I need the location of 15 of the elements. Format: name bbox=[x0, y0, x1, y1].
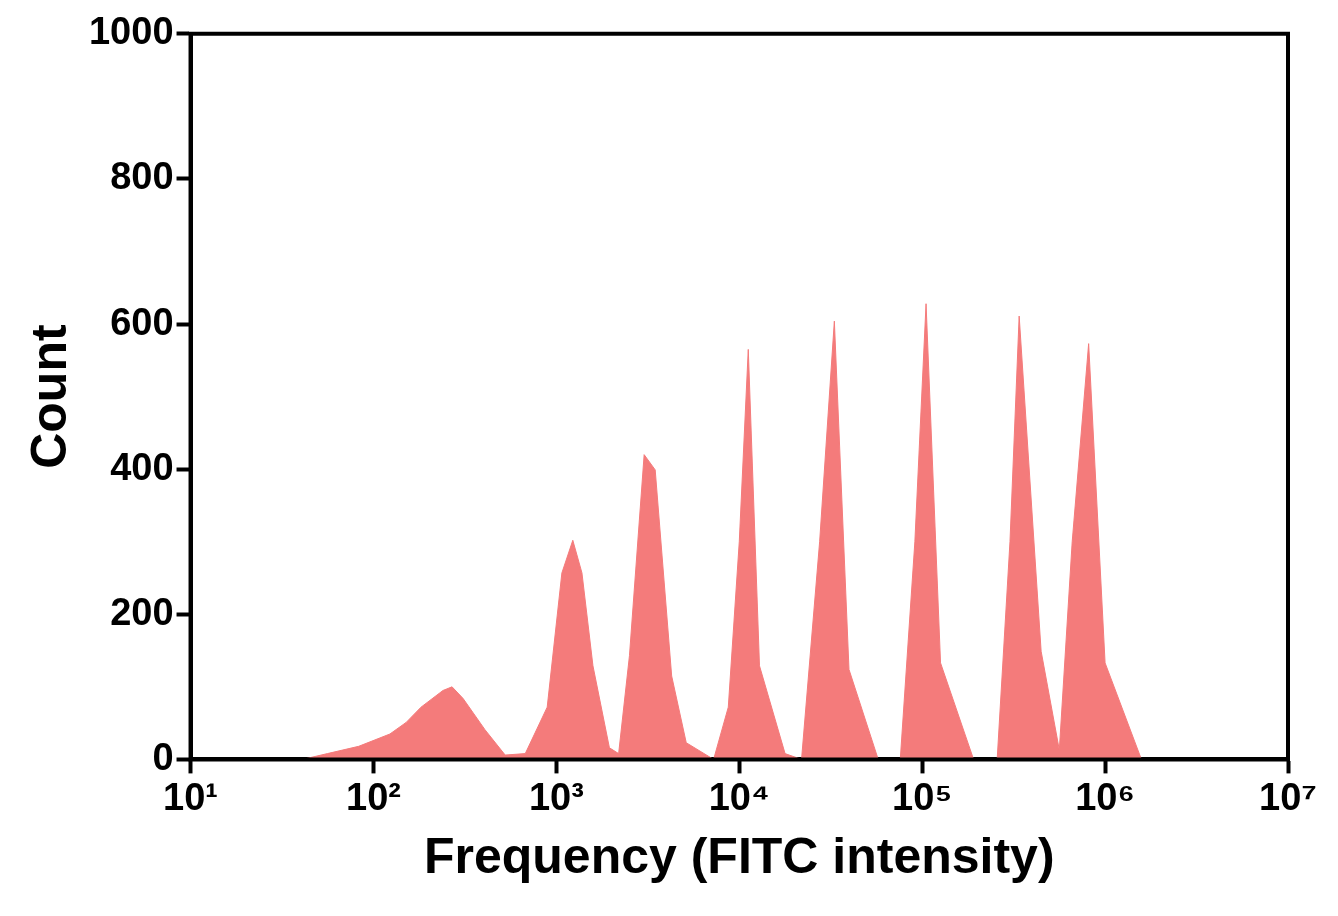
x-tick-label: 10² bbox=[345, 775, 401, 818]
x-tick-label: 10¹ bbox=[163, 775, 218, 818]
x-tick-label: 10⁵ bbox=[892, 775, 953, 818]
x-axis-title: Frequency (FITC intensity) bbox=[423, 827, 1055, 884]
y-tick-label: 1000 bbox=[88, 10, 174, 53]
y-tick-label: 400 bbox=[110, 445, 174, 488]
y-tick-label: 200 bbox=[110, 590, 174, 633]
x-tick-label: 10⁷ bbox=[1259, 775, 1317, 818]
x-tick-label: 10³ bbox=[528, 775, 584, 818]
x-tick-label: 10⁴ bbox=[708, 775, 770, 818]
y-axis-title: Count bbox=[20, 324, 77, 469]
y-tick-label: 600 bbox=[110, 300, 174, 343]
y-tick-label: 800 bbox=[110, 155, 174, 198]
y-tick-label: 0 bbox=[152, 735, 174, 778]
x-tick-label: 10⁶ bbox=[1075, 775, 1135, 818]
